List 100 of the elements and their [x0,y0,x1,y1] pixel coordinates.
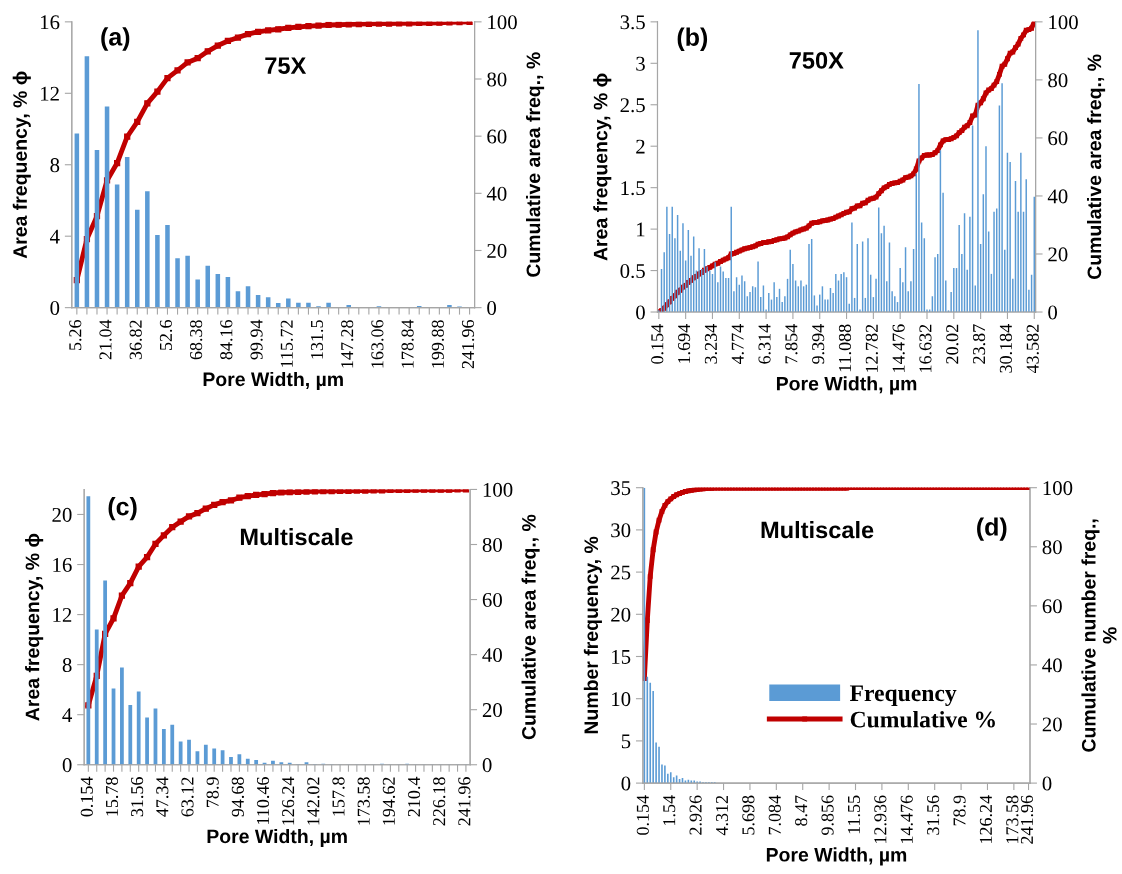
x-axis-title: Pore Width, µm [766,847,907,866]
x-axis-title: Pore Width, µm [776,376,917,395]
x-tick-label: 47.34 [156,776,169,817]
x-tick-label: 9.856 [821,795,834,835]
text: Multiscale [240,527,353,546]
y2-axis-title: Cumulative number freq., % [1081,519,1117,752]
x-tick-label: 43.582 [1026,324,1039,374]
x-tick-label: 147.28 [341,320,354,368]
legend-label: Cumulative % [850,710,995,728]
y2-tick-label: 100 [483,482,513,497]
x-tick-label: 52.6 [159,319,173,350]
x-tick-label: 241.96 [461,319,475,369]
y-axis-title: Area frequency, % ϕ [12,71,31,259]
x-tick-label: 31.56 [131,777,144,817]
y2-tick-label: 100 [1043,481,1073,496]
y2-tick-label: 40 [1047,189,1068,204]
x-tick-label: 12.936 [874,795,887,843]
y-tick-label: 0 [50,301,60,316]
x-tick-label: 173.58 [357,777,370,825]
y2-tick-label: 80 [1048,73,1068,88]
x-tick-label: 15.78 [105,777,119,816]
x-tick-label: 142.02 [307,777,320,825]
y-tick-label: 20 [611,607,631,622]
x-tick-label: 14.476 [900,795,913,843]
y-tick-label: 5 [621,734,631,749]
y2-tick-label: 0 [487,301,497,316]
x-tick-label: 5.26 [69,319,82,350]
y2-tick-label: 40 [486,186,507,201]
x-tick-label: 63.12 [181,777,194,817]
x-tick-label: 178.84 [401,319,414,368]
annotation: (a) [101,27,130,51]
x-tick-label: 9.394 [812,324,825,364]
y2-axis-title: Cumulative area freq., % [521,514,540,740]
y2-tick-label: 100 [1049,15,1078,30]
y-axis-title: Area frequency, % ϕ [25,533,44,721]
y-tick-label: 30 [611,523,631,538]
y2-tick-label: 80 [482,537,502,552]
y-tick-label: 35 [611,481,631,496]
text: 750X [789,52,844,69]
x-tick-label: 4.312 [715,795,729,836]
x-tick-label: 3.234 [704,324,718,364]
annotation: (b) [677,27,708,51]
y2-tick-label: 40 [1042,658,1062,673]
y2-axis-title: Cumulative area freq., % [525,52,545,277]
x-tick-label: 1.54 [663,795,676,825]
x-tick-label: 36.82 [129,320,142,360]
x-tick-label: 6.314 [758,324,771,364]
y2-tick-label: 60 [1048,131,1068,146]
y2-tick-label: 20 [482,703,502,718]
y2-tick-label: 40 [482,648,502,663]
x-tick-label: 1.694 [678,324,691,363]
y-tick-label: 0.5 [620,263,645,279]
y-tick-label: 2 [636,139,645,154]
x-tick-label: 11.088 [838,324,852,372]
y-tick-label: 15 [612,649,631,664]
x-tick-label: 99.94 [250,319,263,360]
x-tick-label: 0.154 [651,324,664,364]
x-tick-label: 110.46 [256,777,270,824]
text: 75X [265,57,307,74]
y-axis-title: Number frequency, % [583,536,602,734]
y2-tick-label: 80 [487,72,507,87]
x-tick-label: 7.854 [785,324,798,364]
x-tick-label: 126.24 [282,776,295,825]
y2-tick-label: 0 [482,758,492,773]
y-tick-label: 25 [611,565,631,580]
y-tick-label: 8 [62,658,72,673]
y-tick-label: 12 [41,86,59,101]
y-tick-label: 12 [53,608,72,622]
y-tick-label: 4 [49,229,60,244]
y2-tick-label: 20 [487,243,507,258]
y2-tick-label: 60 [482,592,502,607]
x-tick-label: 94.68 [231,777,244,817]
x-tick-label: 21.04 [99,319,112,360]
x-tick-label: 131.5 [310,320,324,359]
x-tick-label: 5.698 [742,795,755,835]
x-tick-label: 11.55 [847,795,861,834]
y2-tick-label: 60 [487,129,507,144]
x-tick-label: 126.24 [979,795,993,843]
y2-tick-label: 20 [1042,717,1062,732]
x-tick-label: 78.9 [953,795,966,826]
y-tick-label: 8 [50,158,60,173]
x-axis-title: Pore Width, µm [203,371,343,391]
x-tick-label: 12.782 [865,324,878,372]
x-tick-label: 68.38 [190,320,203,360]
x-axis-title: Pore Width, µm [207,828,347,848]
x-tick-label: 20.02 [946,324,959,364]
y2-tick-label: 0 [1048,305,1058,320]
x-tick-label: 210.4 [407,776,421,817]
y2-tick-label: 80 [1042,540,1062,555]
x-tick-label: 173.58 [1006,795,1019,843]
x-tick-label: 241.96 [1020,795,1034,844]
y2-tick-label: 100 [488,15,517,30]
x-tick-label: 7.084 [768,795,781,835]
x-tick-label: 23.87 [972,324,986,364]
x-tick-label: 30.184 [999,324,1013,373]
y2-tick-label: 60 [1042,599,1062,614]
y2-tick-label: 20 [1048,247,1068,262]
x-tick-label: 14.476 [892,324,905,372]
x-tick-label: 194.62 [382,777,396,825]
x-tick-label: 157.8 [332,777,345,816]
